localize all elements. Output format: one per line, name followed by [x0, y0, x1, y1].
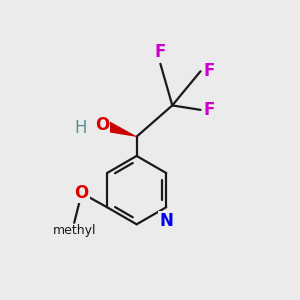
- Text: H: H: [74, 119, 86, 137]
- Text: O: O: [74, 184, 89, 202]
- Text: O: O: [95, 116, 110, 134]
- Text: methyl: methyl: [52, 224, 96, 237]
- Text: F: F: [203, 62, 215, 80]
- Text: N: N: [159, 212, 173, 230]
- Text: F: F: [203, 101, 215, 119]
- Text: F: F: [155, 43, 166, 61]
- Polygon shape: [100, 118, 137, 137]
